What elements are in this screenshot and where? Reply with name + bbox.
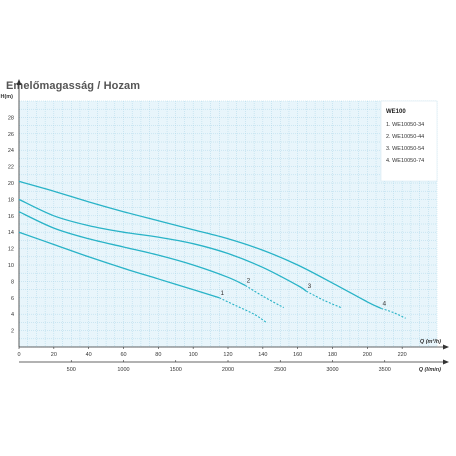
x2-tick-label: 1000: [117, 367, 129, 373]
y-tick-label: 28: [8, 115, 14, 121]
x-tick-label: 160: [293, 352, 302, 358]
y-tick-label: 10: [8, 263, 14, 269]
curve-1-solid: [18, 231, 220, 299]
y-tick-label: 22: [8, 165, 14, 171]
y-tick-label: 14: [8, 230, 14, 236]
y-tick-label: 4: [11, 312, 14, 318]
x-tick-label: 40: [86, 352, 92, 358]
x-tick-label: 200: [363, 352, 372, 358]
y-tick-label: 26: [8, 132, 14, 138]
curve-label-1: 1: [220, 290, 224, 297]
x2-axis-arrow: [443, 359, 449, 365]
x2-tick-label: 2500: [274, 367, 286, 373]
curve-3-solid: [18, 198, 307, 292]
legend-item: 4. WE10050-74: [386, 158, 424, 164]
x-tick-label: 180: [328, 352, 337, 358]
x-tick-label: 220: [398, 352, 407, 358]
curve-4-solid: [18, 180, 382, 310]
curve-label-3: 3: [308, 283, 312, 290]
y-axis-label: H(m): [0, 94, 13, 100]
x-tick-label: 80: [155, 352, 161, 358]
x-tick-label: 100: [189, 352, 198, 358]
y-tick-label: 8: [11, 279, 14, 285]
y-tick-label: 16: [8, 214, 14, 220]
y-tick-label: 18: [8, 197, 14, 203]
curve-label-4: 4: [382, 300, 386, 307]
chart-title: Emelőmagasság / Hozam: [6, 80, 141, 92]
x-tick-label: 120: [223, 352, 232, 358]
x2-tick-label: 500: [67, 367, 76, 373]
x-tick-label: 20: [51, 352, 57, 358]
curve-3-dashed: [306, 290, 342, 309]
legend-box: [380, 100, 438, 182]
x-tick-label: 0: [17, 352, 20, 358]
x2-tick-label: 2000: [222, 367, 234, 373]
y-axis-arrow: [16, 79, 22, 85]
x-tick-label: 140: [258, 352, 267, 358]
curve-1-dashed: [219, 297, 267, 323]
x2-tick-label: 3500: [379, 367, 391, 373]
x-axis-label: Q (m³/h): [420, 338, 441, 345]
y-tick-label: 2: [11, 329, 14, 335]
legend-item: 3. WE10050-54: [386, 146, 424, 152]
curve-4-dashed: [381, 307, 406, 319]
y-tick-label: 6: [11, 296, 14, 302]
legend-item: 1. WE10050-34: [386, 122, 424, 128]
x2-axis-label: Q (l/min): [419, 367, 441, 373]
y-tick-label: 12: [8, 247, 14, 253]
curve-2-solid: [18, 211, 246, 287]
y-tick-label: 24: [8, 148, 14, 154]
x-axis-arrow: [443, 344, 449, 350]
x-tick-label: 60: [120, 352, 126, 358]
legend-title: WE100: [386, 109, 406, 115]
x2-tick-label: 3000: [326, 367, 338, 373]
legend-item: 2. WE10050-44: [386, 134, 424, 140]
curve-2-dashed: [245, 285, 284, 309]
x2-tick-label: 1500: [170, 367, 182, 373]
y-tick-label: 20: [8, 181, 14, 187]
curve-label-2: 2: [247, 278, 251, 285]
